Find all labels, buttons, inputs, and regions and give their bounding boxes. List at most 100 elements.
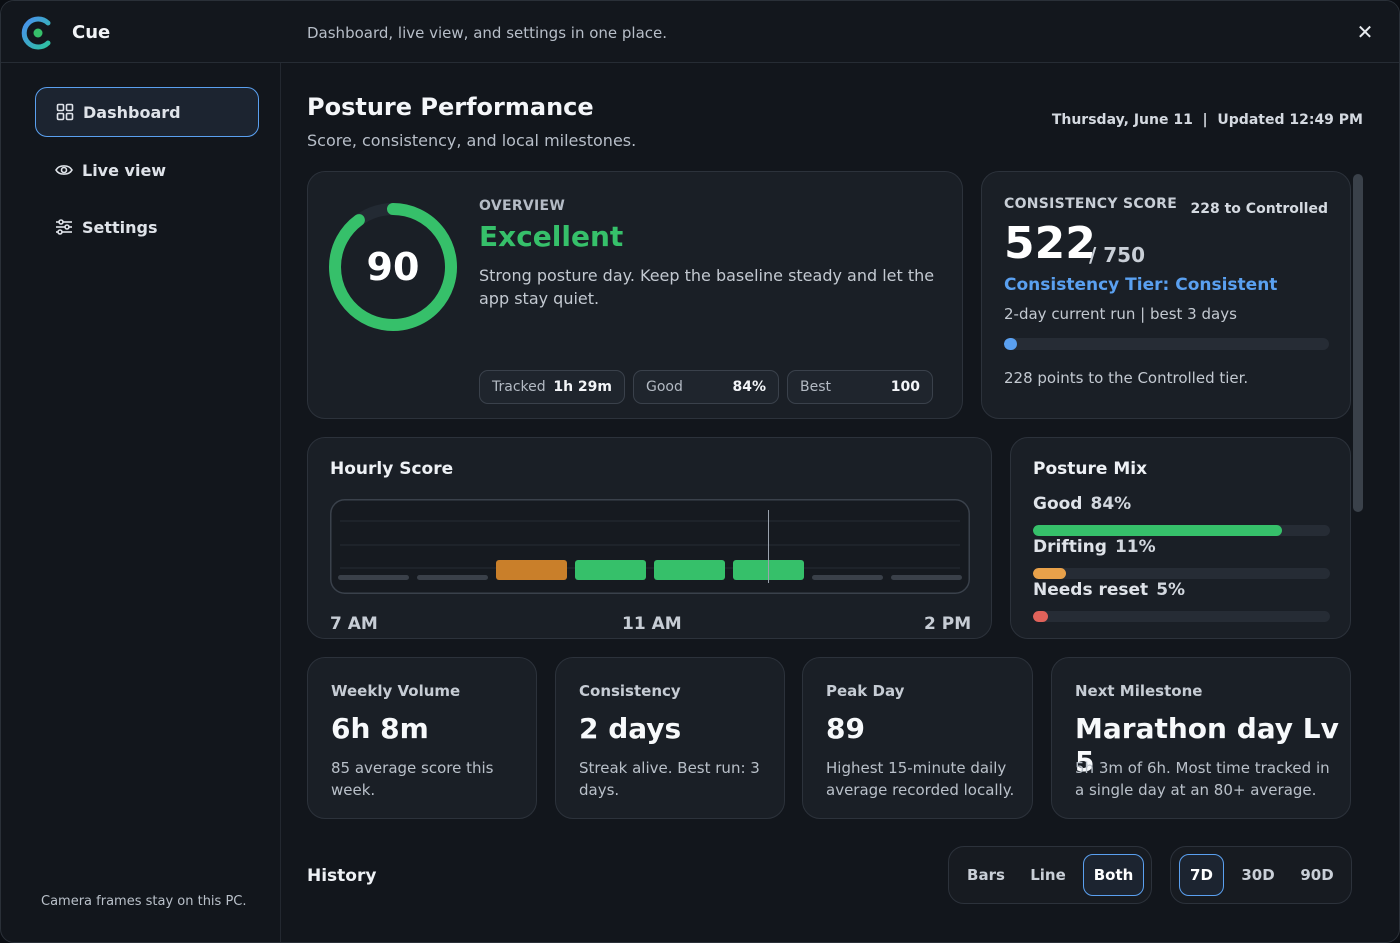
consistency-eyebrow: CONSISTENCY SCORE [1004,196,1178,212]
sidebar: Dashboard Live view Settings Camera fram… [1,63,281,942]
overview-eyebrow: OVERVIEW [479,198,566,214]
mix-fill-drifting [1033,568,1066,579]
mode-bars-button[interactable]: Bars [967,866,1005,884]
mix-label: Needs reset [1033,580,1149,600]
pill-value: 1h 29m [553,379,612,395]
peak-day-card: Peak Day 89 Highest 15-minute daily aver… [802,657,1033,819]
consistency-tier: Consistency Tier: Consistent [1004,275,1278,295]
pill-value: 100 [890,379,920,395]
chart-frame [330,499,970,594]
score-ring-arc [329,203,457,331]
sidebar-item-settings[interactable]: Settings [35,202,259,252]
range-90d-button[interactable]: 90D [1300,866,1334,884]
date-updated: Thursday, June 11 | Updated 12:49 PM [1051,112,1363,128]
pill-key: Best [800,379,832,395]
mix-percent: 84% [1090,494,1132,514]
overview-card: 90 OVERVIEW Excellent Strong posture day… [307,171,963,419]
pill-key: Good [646,379,683,395]
pill-value: 84% [732,379,766,395]
points-to-next-tier: 228 to Controlled [1190,201,1328,217]
best-pill: Best 100 [787,370,933,404]
app-name: Cue [72,22,111,43]
hourly-bar-9am [496,560,567,580]
x-axis-label-end: 2 PM [924,614,972,634]
sliders-icon [56,219,72,235]
x-axis-label-start: 7 AM [330,614,378,634]
hourly-bar-11am [654,560,725,580]
hourly-score-title: Hourly Score [330,459,454,479]
stat-label: Weekly Volume [331,682,461,700]
consistency-note: 228 points to the Controlled tier. [1004,369,1249,387]
mix-bar-needs-reset [1033,611,1330,622]
consistency-progress-fill [1004,338,1017,350]
good-pill: Good 84% [633,370,779,404]
hourly-bar-8am [417,575,488,580]
mix-bar-good [1033,525,1330,536]
sidebar-item-dashboard[interactable]: Dashboard [35,87,259,137]
cue-logo-icon [21,16,51,50]
privacy-note: Camera frames stay on this PC. [41,894,247,909]
tracked-pill: Tracked 1h 29m [479,370,625,404]
overview-status: Excellent [479,220,624,253]
consistency-stat-card: Consistency 2 days Streak alive. Best ru… [555,657,785,819]
sidebar-item-live-view[interactable]: Live view [35,145,259,195]
next-milestone-card: Next Milestone Marathon day Lv 5 5h 3m o… [1051,657,1351,819]
sidebar-item-label: Settings [82,217,158,237]
hourly-score-card: Hourly Score 7 AM 11 AM 2 PM [307,437,992,639]
history-title: History [307,866,377,886]
hourly-score-chart [330,499,970,594]
hourly-bar-1pm [812,575,883,580]
overview-score: 90 [366,245,420,289]
app-tagline: Dashboard, live view, and settings in on… [307,24,668,42]
mix-row-drifting: Drifting 11% [1033,537,1156,557]
consistency-score: 522 [1004,218,1096,269]
score-ring [329,203,457,331]
sidebar-item-label: Dashboard [83,102,181,122]
hourly-bar-10am [575,560,646,580]
stat-value: 2 days [579,712,682,745]
mix-percent: 11% [1114,537,1156,557]
hourly-bar-7am [338,575,409,580]
mix-bar-drifting [1033,568,1330,579]
posture-mix-card: Posture Mix Good 84% Drifting 11% Needs re… [1010,437,1351,639]
stat-label: Peak Day [826,682,905,700]
eye-icon [55,165,73,175]
scrollbar-thumb[interactable] [1353,174,1363,512]
stat-label: Next Milestone [1075,682,1203,700]
grid-icon [56,103,74,121]
title-bar: Cue Dashboard, live view, and settings i… [1,1,1399,63]
history-mode-toggle: Bars Line Both [948,846,1152,904]
stat-description: 5h 3m of 6h. Most time tracked in a sing… [1075,759,1330,799]
mix-fill-good [1033,525,1283,536]
page-subtitle: Score, consistency, and local milestones… [307,131,637,150]
mix-row-good: Good 84% [1033,494,1131,514]
pill-key: Tracked [492,379,546,395]
stat-description: Streak alive. Best run: 3 days. [579,759,760,799]
main-content: Posture Performance Score, consistency, … [281,63,1399,942]
history-range-toggle: 7D 30D 90D [1170,846,1352,904]
mix-label: Good [1033,494,1083,514]
consistency-run: 2-day current run | best 3 days [1004,305,1237,323]
range-7d-button[interactable]: 7D [1179,854,1224,896]
close-icon[interactable]: ✕ [1356,20,1374,44]
overview-description: Strong posture day. Keep the baseline st… [479,266,935,308]
mix-fill-needs-reset [1033,611,1048,622]
page-title: Posture Performance [307,93,594,121]
stat-value: Marathon day Lv 5 [1075,712,1339,778]
weekly-volume-card: Weekly Volume 6h 8m 85 average score thi… [307,657,537,819]
range-30d-button[interactable]: 30D [1241,866,1275,884]
consistency-max: / 750 [1089,243,1146,267]
stat-description: 85 average score this week. [331,759,494,799]
hourly-bar-2pm [891,575,962,580]
mix-row-needs-reset: Needs reset 5% [1033,580,1185,600]
consistency-progress-bar [1004,338,1329,350]
mix-percent: 5% [1156,580,1186,600]
posture-mix-title: Posture Mix [1033,459,1148,479]
consistency-card: CONSISTENCY SCORE 228 to Controlled 522 … [981,171,1351,419]
mode-both-button[interactable]: Both [1083,854,1144,896]
stat-value: 6h 8m [331,712,429,745]
mode-line-button[interactable]: Line [1030,866,1066,884]
mix-label: Drifting [1033,537,1107,557]
stat-description: Highest 15-minute daily average recorded… [826,759,1015,799]
